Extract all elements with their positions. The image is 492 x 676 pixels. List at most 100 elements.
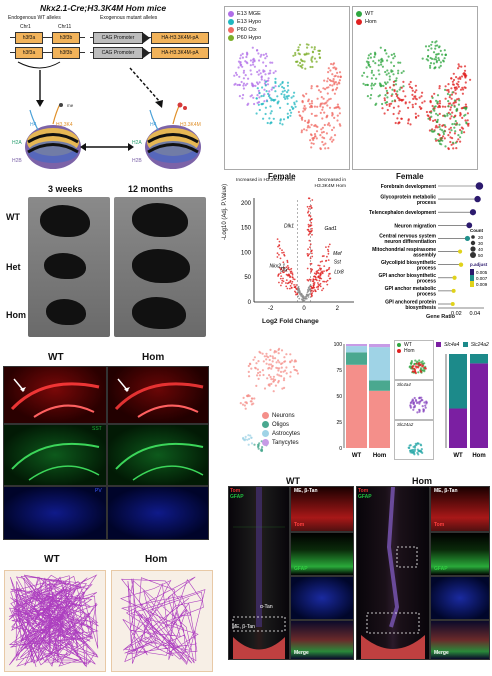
volcano-point <box>317 288 319 290</box>
hist-wt-green <box>3 424 107 486</box>
umap-point-wt <box>381 102 384 106</box>
umap-point-ctx <box>300 129 303 132</box>
tan-wt-zoom-gfap <box>290 532 354 576</box>
umap-point-ctx <box>309 133 313 136</box>
volcano-point <box>307 234 310 236</box>
umap-point-hypo <box>256 87 259 90</box>
umap-point-ctx <box>320 96 323 99</box>
umap-point-ctx <box>336 86 339 89</box>
photo-12-months <box>114 197 206 337</box>
umap-point-p60hypo <box>318 49 321 52</box>
celltype-point-neuron <box>292 365 295 368</box>
volcano-point <box>315 278 317 281</box>
umap-point-wt <box>431 96 434 99</box>
right-bars-legend: Slc4a4 Slc24a2 <box>436 342 489 348</box>
umap-point-mge <box>254 84 257 87</box>
umap-point-ctx <box>314 135 317 138</box>
go-term-label: Glycoprotein metabolic <box>380 194 436 200</box>
umap-point-hypo <box>264 112 267 116</box>
celltype-point-neuron <box>265 352 268 355</box>
volcano-point <box>276 256 279 258</box>
umap-point-wt <box>367 57 370 60</box>
umap-point-ctx <box>323 137 326 140</box>
umap-point-wt <box>393 52 396 56</box>
celltype-point-neuron <box>245 401 248 404</box>
umap-point-hom <box>438 100 441 103</box>
celltype-point-neuron <box>270 367 273 370</box>
celltype-legend-item: Tanycytes <box>262 439 300 448</box>
volcano-point <box>311 255 314 258</box>
volcano-point <box>321 255 324 258</box>
umap1-legend-item: P60 Hypo <box>228 34 261 42</box>
track-path <box>120 576 206 665</box>
volcano-point <box>311 280 314 282</box>
volcano-point <box>307 287 310 289</box>
umap-point-wt <box>437 132 440 136</box>
umap-point-wt <box>430 47 433 50</box>
umap-point-wt <box>444 88 447 91</box>
volcano-point <box>278 240 281 243</box>
go-x-tick: 0.04 <box>469 311 480 317</box>
volcano-point <box>283 266 285 269</box>
celltype-point-neuron <box>269 375 272 379</box>
umap-point-ctx <box>310 104 313 107</box>
volcano-point <box>306 267 309 270</box>
volcano-point <box>318 279 321 282</box>
mini-point-slc4a4 <box>418 400 422 403</box>
umap-point-wt <box>370 87 373 90</box>
umap-point-mge <box>263 70 266 73</box>
umap-point-wt <box>374 53 377 56</box>
stack-group-label: Hom <box>373 453 386 459</box>
celltype-point-neuron <box>289 375 292 378</box>
umap-point-hom <box>444 125 447 128</box>
umap-point-hom <box>452 83 455 86</box>
umap-point-ctx <box>338 79 341 82</box>
mini-point-slc4a4 <box>424 406 427 409</box>
mini-point-slc4a4 <box>412 401 416 404</box>
celltype-point-neuron <box>263 355 266 358</box>
go-dot <box>452 275 457 280</box>
go-term-label: process <box>417 265 436 271</box>
umap-point-p60hypo <box>298 53 301 56</box>
umap-point-wt <box>386 59 389 62</box>
umap-point-wt <box>434 47 437 50</box>
volcano-point <box>309 215 312 217</box>
umap-point-wt <box>385 52 388 55</box>
umap-point-hom <box>421 101 424 104</box>
celltype-point-neuron <box>269 348 272 351</box>
umap-point-ctx <box>332 63 335 66</box>
umap-point-hom <box>418 96 421 99</box>
umap-point-hom <box>411 103 414 106</box>
umap-point-wt <box>370 82 374 85</box>
go-term-label: Glycolipid biosynthetic <box>381 260 436 266</box>
volcano-point <box>308 214 311 216</box>
umap-point-wt <box>446 112 449 115</box>
umap-point-wt <box>427 49 430 52</box>
mini-point-slc4a4 <box>411 398 414 401</box>
umap-point-hom <box>388 104 391 108</box>
volcano-point <box>311 199 314 201</box>
umap-point-wt <box>432 62 436 65</box>
umap-point-hom <box>429 101 432 104</box>
go-dot <box>466 222 473 229</box>
celltype-point-oligo <box>253 443 256 446</box>
celltype-point-neuron <box>242 396 245 399</box>
slc-stacked-bars: WT Hom <box>445 354 488 459</box>
umap-point-wt <box>400 71 403 74</box>
umap-point-ctx <box>307 119 310 122</box>
volcano-point <box>317 286 320 288</box>
umap-point-hom <box>453 132 456 135</box>
umap-point-mge <box>247 77 250 80</box>
umap-point-hypo <box>267 95 271 98</box>
umap-point-hypo <box>262 94 265 97</box>
stack-y-tick: 25 <box>336 420 342 426</box>
volcano-point <box>299 293 301 296</box>
umap-point-ctx <box>321 102 324 105</box>
umap-point-mge <box>258 81 261 84</box>
celltype-point-neuron <box>239 402 242 405</box>
volcano-point <box>307 223 310 226</box>
umap-point-wt <box>397 61 400 64</box>
umap-point-hypo <box>269 105 272 108</box>
umap-point-wt <box>447 100 450 103</box>
go-dotplot: 0.02 0.04 Forebrain development Glycoprotei… <box>369 182 488 317</box>
